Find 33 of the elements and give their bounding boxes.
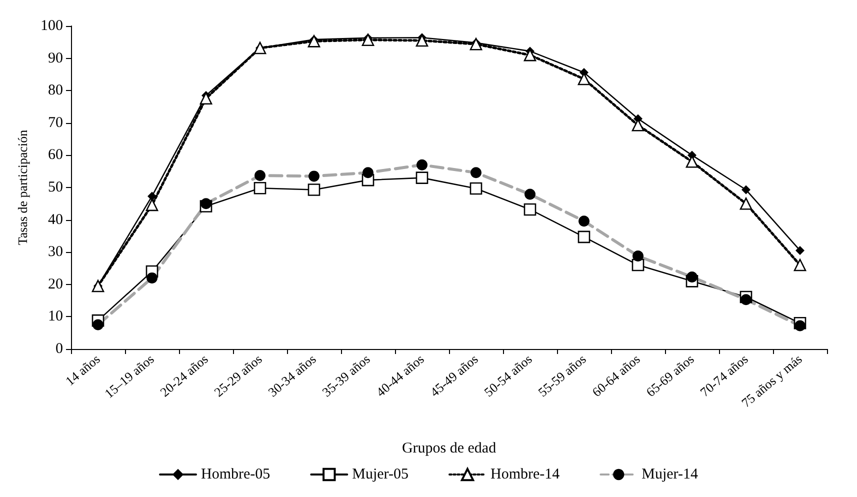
y-tick-label: 0 — [56, 341, 63, 357]
point — [362, 34, 374, 46]
point — [794, 258, 806, 272]
x-axis-title: Grupos de edad — [402, 440, 497, 456]
point — [416, 172, 428, 184]
y-tick-label: 40 — [48, 212, 63, 228]
point — [146, 198, 158, 212]
y-axis-title: Tasas de participación — [15, 129, 30, 246]
point — [470, 38, 482, 50]
point — [796, 246, 804, 255]
y-tick-label: 30 — [48, 244, 63, 260]
y-tick-label: 100 — [40, 18, 63, 34]
y-tick-label: 20 — [48, 276, 63, 292]
legend-label: Hombre-05 — [201, 466, 270, 482]
point — [742, 185, 750, 194]
x-tick-label: 14 años — [62, 351, 103, 389]
point — [524, 203, 536, 216]
y-tick-label: 70 — [48, 114, 63, 131]
legend-label: Mujer-05 — [352, 466, 409, 482]
point — [308, 184, 320, 196]
point — [740, 198, 752, 210]
legend-label: Mujer-14 — [642, 466, 698, 482]
y-tick-label: 50 — [48, 180, 63, 196]
y-tick-label: 10 — [48, 308, 63, 325]
point — [308, 35, 320, 48]
y-tick-label: 80 — [48, 82, 63, 99]
point — [148, 192, 156, 201]
point — [578, 230, 590, 244]
point — [254, 182, 266, 194]
y-tick-label: 90 — [48, 50, 63, 66]
point — [470, 182, 482, 195]
y-tick-label: 60 — [48, 147, 63, 164]
legend-label: Hombre-14 — [490, 466, 560, 482]
